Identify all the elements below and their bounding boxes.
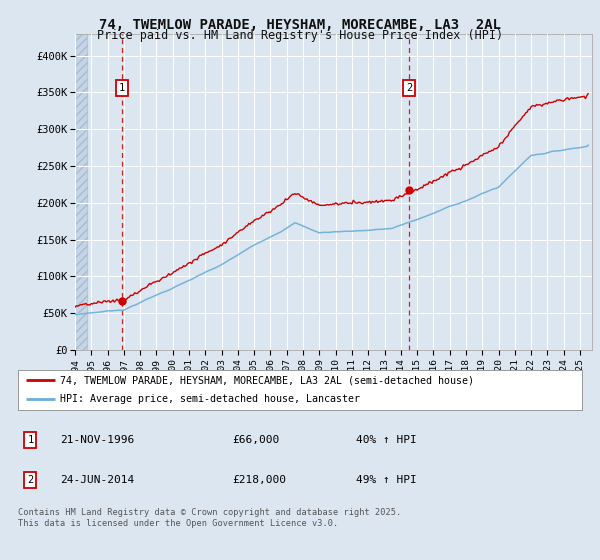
Text: 1: 1	[119, 83, 125, 93]
Text: 1: 1	[27, 435, 34, 445]
Bar	[75, 34, 87, 350]
Text: 74, TWEMLOW PARADE, HEYSHAM, MORECAMBE, LA3  2AL: 74, TWEMLOW PARADE, HEYSHAM, MORECAMBE, …	[99, 18, 501, 32]
Text: 24-JUN-2014: 24-JUN-2014	[60, 475, 134, 485]
Text: 2: 2	[27, 475, 34, 485]
Text: HPI: Average price, semi-detached house, Lancaster: HPI: Average price, semi-detached house,…	[60, 394, 360, 404]
Text: Price paid vs. HM Land Registry's House Price Index (HPI): Price paid vs. HM Land Registry's House …	[97, 29, 503, 42]
Text: 21-NOV-1996: 21-NOV-1996	[60, 435, 134, 445]
Bar	[75, 34, 87, 350]
Text: Contains HM Land Registry data © Crown copyright and database right 2025.
This d: Contains HM Land Registry data © Crown c…	[18, 508, 401, 528]
Text: 2: 2	[406, 83, 412, 93]
Text: 40% ↑ HPI: 40% ↑ HPI	[356, 435, 417, 445]
Text: 74, TWEMLOW PARADE, HEYSHAM, MORECAMBE, LA3 2AL (semi-detached house): 74, TWEMLOW PARADE, HEYSHAM, MORECAMBE, …	[60, 376, 475, 385]
Text: 49% ↑ HPI: 49% ↑ HPI	[356, 475, 417, 485]
Text: £66,000: £66,000	[232, 435, 280, 445]
Text: £218,000: £218,000	[232, 475, 286, 485]
